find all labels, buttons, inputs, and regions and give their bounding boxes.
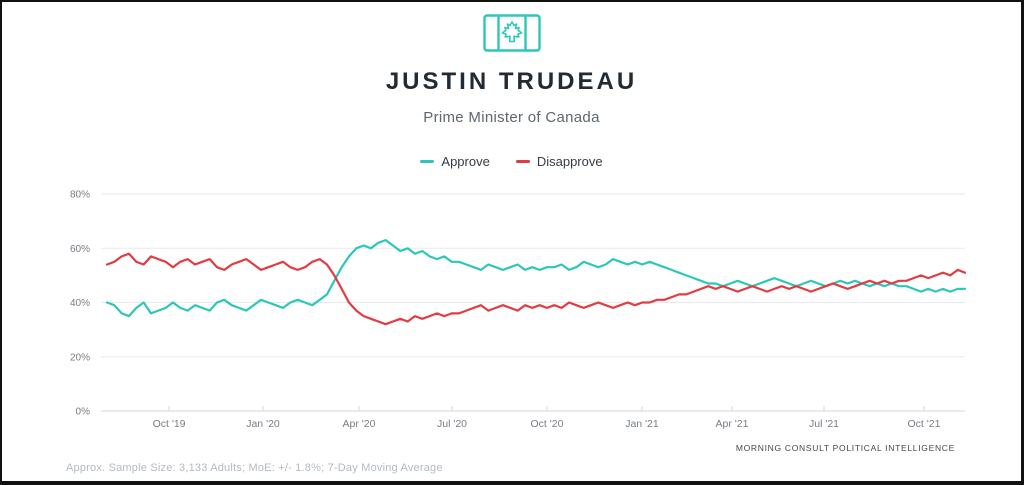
series-line-approve [105,239,967,318]
canada-flag-icon [482,14,541,52]
legend-label-approve: Approve [441,154,490,169]
y-tick-label: 40% [70,298,90,309]
page-subtitle: Prime Minister of Canada [423,109,600,126]
x-tick-label: Apr '21 [715,418,748,430]
x-tick-label: Jan '20 [246,418,280,430]
page-title: JUSTIN TRUDEAU [385,68,638,95]
x-tick-label: Jul '21 [809,418,839,430]
series-line-disapprove [105,252,967,326]
flag-icon-wrap [2,14,1021,52]
x-tick-label: Jul '20 [437,418,467,430]
y-tick-label: 20% [70,352,90,363]
x-tick-label: Oct '21 [908,418,941,430]
source-attribution: MORNING CONSULT POLITICAL INTELLIGENCE [735,443,955,453]
x-tick-label: Jan '21 [625,418,659,430]
chart-legend: Approve Disapprove [2,154,1021,169]
y-tick-label: 0% [76,407,91,418]
x-tick-label: Apr '20 [343,418,376,430]
approve-swatch-icon [420,160,435,163]
methodology-note: Approx. Sample Size: 3,133 Adults; MoE: … [66,462,443,474]
x-tick-label: Oct '20 [531,418,564,430]
y-tick-label: 60% [70,244,90,255]
x-tick-label: Oct '19 [153,418,186,430]
legend-item-approve[interactable]: Approve [420,154,490,169]
disapprove-swatch-icon [515,160,530,163]
legend-item-disapprove[interactable]: Disapprove [515,154,603,169]
legend-label-disapprove: Disapprove [536,154,603,169]
y-tick-label: 80% [70,190,90,201]
